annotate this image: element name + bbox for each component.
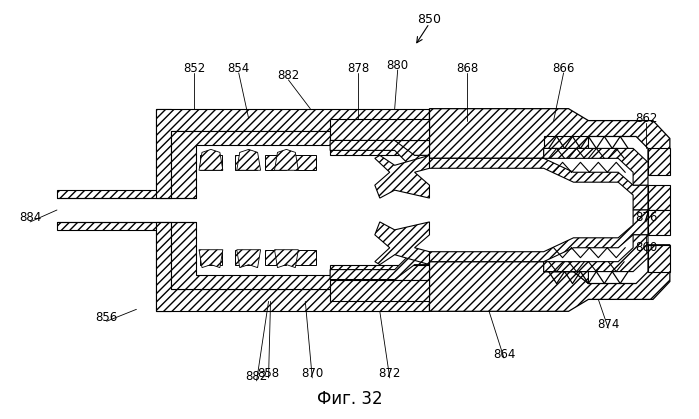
Polygon shape	[330, 140, 429, 165]
Text: 864: 864	[493, 347, 515, 360]
Polygon shape	[544, 137, 589, 148]
Text: 852: 852	[183, 62, 206, 75]
Text: 870: 870	[301, 367, 324, 380]
Polygon shape	[648, 210, 670, 235]
Polygon shape	[57, 222, 171, 311]
Polygon shape	[235, 250, 257, 265]
Polygon shape	[429, 245, 670, 311]
Text: Фиг. 32: Фиг. 32	[317, 390, 383, 408]
Polygon shape	[375, 155, 429, 198]
Polygon shape	[429, 109, 670, 175]
Polygon shape	[275, 250, 298, 268]
Polygon shape	[199, 150, 223, 170]
Text: 856: 856	[96, 311, 117, 324]
Text: 882: 882	[245, 370, 268, 383]
Polygon shape	[375, 222, 429, 265]
Text: 862: 862	[635, 112, 657, 125]
Text: 874: 874	[597, 318, 619, 331]
Polygon shape	[171, 131, 429, 198]
Polygon shape	[264, 155, 287, 170]
Polygon shape	[544, 235, 648, 272]
Text: 878: 878	[347, 62, 369, 75]
Text: 860: 860	[635, 241, 657, 254]
Polygon shape	[544, 272, 589, 284]
Polygon shape	[200, 155, 222, 170]
Polygon shape	[171, 222, 429, 290]
Polygon shape	[275, 150, 298, 170]
Polygon shape	[330, 279, 429, 301]
Polygon shape	[294, 250, 316, 265]
Text: 876: 876	[635, 212, 657, 225]
Polygon shape	[294, 155, 316, 170]
Polygon shape	[235, 155, 257, 170]
Polygon shape	[330, 255, 429, 279]
Text: 866: 866	[552, 62, 575, 75]
Text: 858: 858	[257, 367, 280, 380]
Polygon shape	[648, 185, 670, 210]
Text: 854: 854	[228, 62, 250, 75]
Polygon shape	[157, 222, 429, 311]
Text: 884: 884	[19, 212, 41, 225]
Polygon shape	[429, 210, 648, 261]
Text: 872: 872	[379, 367, 401, 380]
Polygon shape	[199, 250, 223, 268]
Polygon shape	[157, 109, 429, 198]
Polygon shape	[648, 148, 670, 175]
Text: 882: 882	[278, 70, 300, 83]
Polygon shape	[57, 109, 171, 198]
Text: 868: 868	[456, 62, 478, 75]
Polygon shape	[200, 250, 222, 265]
Polygon shape	[544, 148, 648, 185]
Polygon shape	[330, 119, 429, 140]
Text: 850: 850	[417, 13, 442, 26]
Polygon shape	[264, 250, 287, 265]
Polygon shape	[648, 245, 670, 272]
Text: 880: 880	[387, 59, 409, 72]
Polygon shape	[237, 150, 261, 170]
Polygon shape	[237, 250, 261, 268]
Polygon shape	[429, 158, 648, 210]
